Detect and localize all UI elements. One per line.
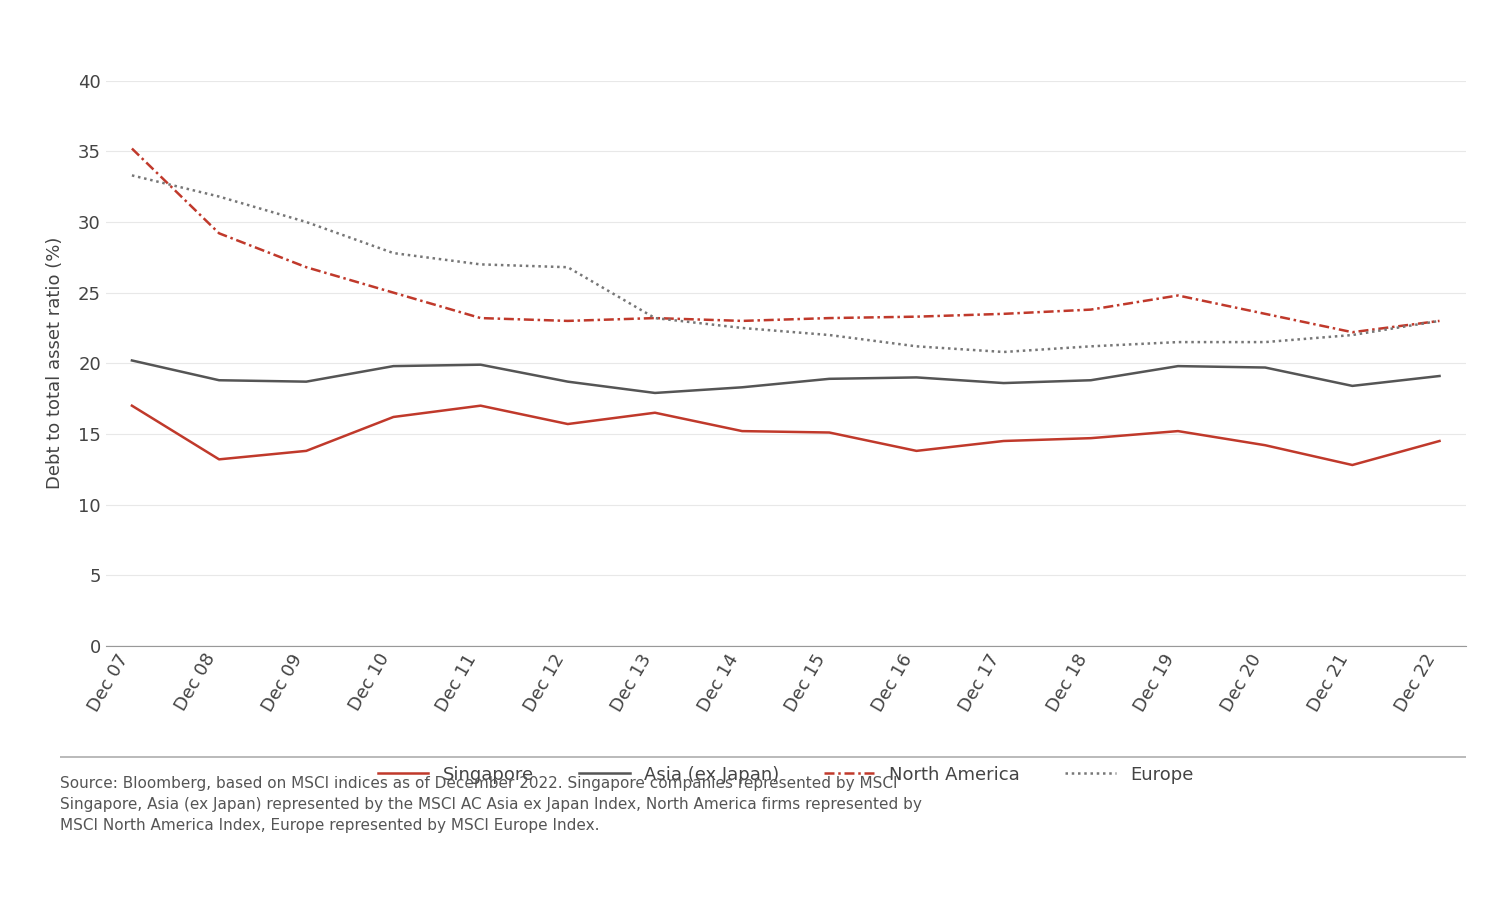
Y-axis label: Debt to total asset ratio (%): Debt to total asset ratio (%)	[45, 237, 63, 490]
Text: Source: Bloomberg, based on MSCI indices as of December 2022. Singapore companie: Source: Bloomberg, based on MSCI indices…	[60, 776, 922, 833]
Legend: Singapore, Asia (ex Japan), North America, Europe: Singapore, Asia (ex Japan), North Americ…	[369, 756, 1203, 793]
